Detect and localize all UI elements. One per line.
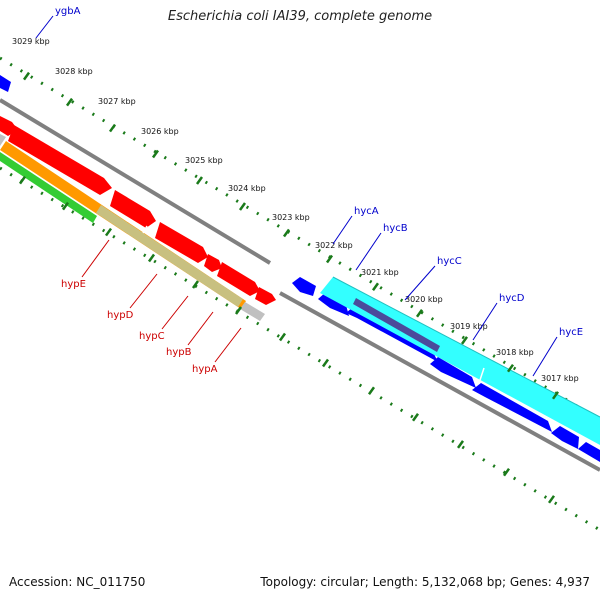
major-tick [195,176,204,185]
major-tick [151,149,160,159]
gene-label-leader [214,327,242,363]
gene-ygbA [0,75,11,92]
gene-hypE [8,125,112,195]
scale-label: 3024 kbp [228,184,266,193]
major-tick [367,386,376,395]
gene-label-leader [404,265,436,301]
forward-cog-bands [0,134,265,321]
major-tick [108,123,117,133]
major-tick [278,332,287,342]
topology-label: Topology: circular; Length: 5,132,068 bp… [260,575,590,589]
reverse-genes [0,75,600,462]
gene-label-leader [472,302,498,341]
major-tick [415,309,424,318]
forward-backbone [0,98,272,265]
gene-hycD [430,357,476,388]
map-title: Escherichia coli IAI39, complete genome [167,9,433,24]
major-tick [104,227,113,237]
cog-band-grey-right [240,302,265,321]
reverse-cog-bands [320,276,600,445]
gene-labels-top: ygbA hycA hycB hycC hycD hycE [35,6,583,377]
gene-label-leader [35,15,54,39]
gene-label-bottom: hypC [139,331,165,342]
major-tick [61,201,70,211]
cog-band-divider-1 [142,225,148,234]
scale-label: 3021 kbp [361,268,399,277]
gene-hycC [346,306,438,362]
reverse-backbone [279,291,600,472]
gene-hypC [155,222,208,263]
gene-label-top: ygbA [55,6,81,17]
major-tick [282,228,291,238]
gene-label-leader [332,215,353,245]
gene-hypB-small [204,254,222,272]
gene-label-leader [129,273,158,309]
cog-band-green [0,152,97,223]
major-tick [321,358,330,368]
major-tick [22,71,31,81]
gene-hycA [292,277,316,296]
major-tick [371,282,380,291]
accession-label: Accession: NC_011750 [9,575,146,589]
major-tick [551,391,560,400]
scale-label: 3019 kbp [450,322,488,331]
scale-label: 3027 kbp [98,97,136,106]
gene-hycG [578,442,600,462]
scale-label: 3017 kbp [541,374,579,383]
major-tick [502,467,511,477]
gene-label-leader [161,295,189,330]
gene-label-leader [187,311,214,346]
cog-band-khaki [96,205,243,307]
gene-label-top: hycE [559,327,583,338]
outer-tick-ring [0,56,600,422]
scale-label: 3028 kbp [55,67,93,76]
scale-label: 3022 kbp [315,241,353,250]
major-tick [506,363,515,373]
gene-hypA [255,287,276,305]
gene-label-leader [532,336,558,377]
scale-label: 3029 kbp [12,37,50,46]
gene-hycE [472,383,552,432]
forward-genes [0,116,276,305]
gene-hycB [318,292,349,316]
gene-label-top: hycC [437,256,462,267]
gene-label-top: hycB [383,223,408,234]
scale-labels: 3029 kbp 3028 kbp 3027 kbp 3026 kbp 3025 kbp… [12,37,579,504]
major-tick [411,413,420,422]
cog-band-divider-2 [479,367,485,381]
major-tick [456,440,465,449]
major-tick [325,254,334,264]
gene-label-top: hycD [499,293,525,304]
major-tick [147,253,156,263]
gene-hypB [217,262,260,296]
major-tick [238,202,247,211]
gene-label-bottom: hypB [166,347,192,358]
gene-label-bottom: hypA [192,364,218,375]
cog-band-grey-left [0,134,6,146]
gene-label-bottom: hypE [61,279,86,290]
cog-band-purple [353,298,440,352]
gene-hypD [110,190,156,228]
major-tick [65,97,74,107]
gene-label-bottom: hypD [107,310,134,321]
scale-label: 3026 kbp [141,127,179,136]
gene-label-top: hycA [354,206,379,217]
major-tick [460,336,469,345]
scale-label: 3025 kbp [185,156,223,165]
major-tick [18,175,27,185]
major-tick [547,495,556,504]
gene-label-leader [355,232,382,271]
scale-label: 3020 kbp [405,295,443,304]
gene-label-leader [81,239,110,278]
major-tick [191,280,200,289]
scale-label: 3018 kbp [496,348,534,357]
scale-label: 3023 kbp [272,213,310,222]
major-tick [234,306,243,315]
gene-hycF [551,426,579,449]
